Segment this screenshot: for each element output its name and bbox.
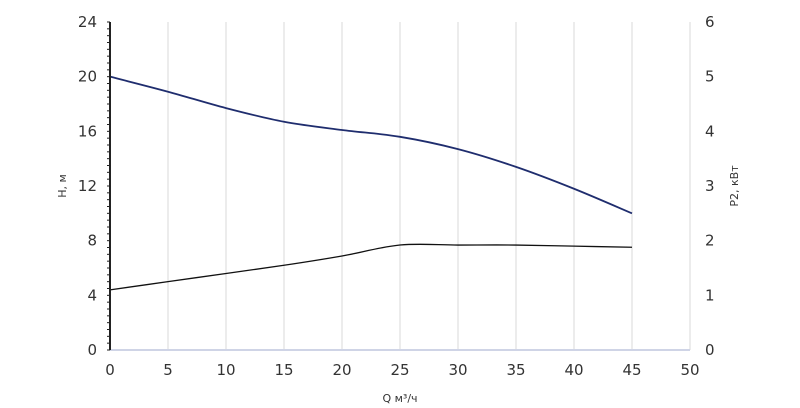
- y-left-tick-label: 4: [87, 286, 97, 304]
- y-left-tick-label: 16: [78, 122, 97, 140]
- y-right-tick-label: 4: [705, 122, 715, 140]
- series-layer: [109, 75, 633, 291]
- y-left-tick-label: 8: [87, 232, 97, 250]
- y-right-axis-title: P2, кВт: [728, 165, 741, 207]
- x-tick-label: 5: [163, 361, 173, 379]
- x-tick-label: 50: [680, 361, 699, 379]
- y-left-tick-label: 24: [78, 13, 97, 31]
- x-tick-label: 20: [332, 361, 351, 379]
- y-left-tick-label: 0: [87, 341, 97, 359]
- x-axis-title: Q м³/ч: [382, 392, 417, 405]
- y-left-tick-label: 12: [78, 177, 97, 195]
- y-left-axis-title: H, м: [56, 174, 69, 198]
- y-right-tick-label: 2: [705, 232, 715, 250]
- x-tick-label: 35: [506, 361, 525, 379]
- axes: [107, 21, 690, 351]
- y-right-tick-label: 6: [705, 13, 715, 31]
- power-curve-line: [109, 243, 633, 291]
- grid-lines: [167, 22, 691, 350]
- y-right-tick-label: 3: [705, 177, 715, 195]
- x-tick-label: 30: [448, 361, 467, 379]
- head-curve-line: [109, 75, 633, 215]
- y-right-tick-label: 0: [705, 341, 715, 359]
- x-tick-label: 40: [564, 361, 583, 379]
- y-left-tick-label: 20: [78, 68, 97, 86]
- x-tick-label: 10: [216, 361, 235, 379]
- x-tick-label: 45: [622, 361, 641, 379]
- y-right-tick-label: 5: [705, 68, 715, 86]
- x-tick-label: 15: [274, 361, 293, 379]
- y-right-tick-label: 1: [705, 286, 715, 304]
- x-tick-label: 25: [390, 361, 409, 379]
- x-tick-label: 0: [105, 361, 115, 379]
